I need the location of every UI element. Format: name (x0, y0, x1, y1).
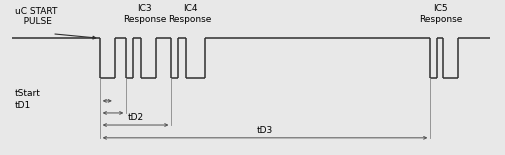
Text: IC3
Response: IC3 Response (123, 4, 167, 24)
Text: tD3: tD3 (257, 126, 273, 135)
Text: tD2: tD2 (127, 113, 143, 122)
Text: IC5
Response: IC5 Response (419, 4, 462, 24)
Text: IC4
Response: IC4 Response (168, 4, 212, 24)
Text: tStart: tStart (15, 89, 40, 98)
Text: tD1: tD1 (15, 101, 31, 110)
Text: uC START
   PULSE: uC START PULSE (15, 7, 57, 26)
